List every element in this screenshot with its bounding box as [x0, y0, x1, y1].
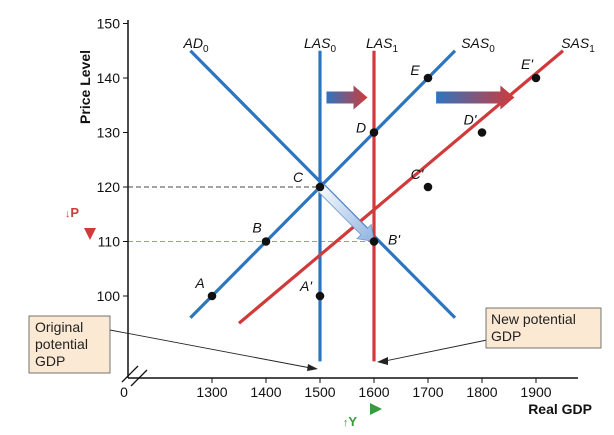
callout-original-potential-gdp: Original potential GDP — [28, 315, 318, 374]
y-tick-label-100: 100 — [97, 288, 121, 304]
equilibrium-shift-arrow — [316, 183, 375, 242]
y-tick-label-130: 130 — [97, 125, 121, 141]
x-tick-label-1900: 1900 — [520, 384, 551, 400]
x-tick-label-1700: 1700 — [412, 384, 443, 400]
point-e-prime — [531, 73, 541, 83]
real-gdp-change-indicator: ↑Y — [322, 403, 382, 429]
curve-label-sas0: SAS0 — [461, 35, 495, 55]
axis-ticks: 1300 1400 1500 1600 1700 1800 1900100110120130… — [97, 16, 552, 401]
shift-arrows — [316, 85, 515, 242]
point-label-b-prime: B' — [388, 232, 401, 248]
point-label-d-prime: D' — [464, 112, 478, 128]
point-b — [261, 237, 271, 246]
callout-original-line-2: potential — [35, 336, 88, 352]
x-tick-label-1500: 1500 — [304, 384, 335, 400]
point-label-c-prime: C' — [411, 166, 425, 182]
point-c — [315, 182, 325, 192]
point-label-e-prime: E' — [521, 56, 534, 72]
point-label-e: E — [410, 62, 420, 78]
y-tick-label-120: 120 — [97, 179, 121, 195]
x-axis-title: Real GDP — [528, 401, 592, 417]
x-tick-label-1400: 1400 — [250, 384, 281, 400]
y-tick-label-150: 150 — [97, 16, 121, 32]
point-a — [207, 291, 217, 301]
x-tick-label-1300: 1300 — [196, 384, 227, 400]
y-tick-label-140: 140 — [97, 70, 121, 86]
output-change-symbol: ↑ — [343, 417, 349, 429]
x-axis-break-icon — [121, 365, 148, 387]
x-origin-label: 0 — [120, 384, 128, 400]
point-d-prime — [477, 128, 487, 137]
callout-original-line-3: GDP — [35, 353, 65, 369]
curve-label-las0: LAS0 — [304, 35, 336, 55]
callout-new-line-2: GDP — [491, 328, 521, 344]
callout-original-line-1: Original — [35, 319, 83, 335]
output-change-label: Y — [348, 414, 357, 429]
curve-label-las1: LAS1 — [366, 35, 398, 55]
curve-label-sas1: SAS1 — [561, 35, 595, 55]
point-label-d: D — [356, 120, 366, 136]
point-d — [369, 128, 379, 137]
point-e — [423, 73, 433, 83]
price-level-change-indicator: ↓P — [65, 184, 96, 240]
x-tick-label-1600: 1600 — [358, 384, 389, 400]
shift-arrow-1 — [326, 85, 368, 110]
point-label-a-prime: A' — [299, 278, 313, 294]
price-change-label: P — [70, 205, 79, 220]
callout-new-potential-gdp: New potential GDP — [377, 307, 602, 365]
svg-text:↑Y: ↑Y — [343, 414, 358, 429]
price-change-symbol: ↓ — [65, 208, 71, 220]
svg-text:↓P: ↓P — [65, 205, 80, 220]
curve-label-ad0: AD0 — [182, 35, 208, 55]
equilibrium-points: A B C D E A' B' C' D' E' — [194, 56, 541, 301]
point-a-prime — [315, 291, 325, 301]
dashed-guides — [128, 186, 374, 242]
x-tick-label-1800: 1800 — [466, 384, 497, 400]
y-tick-label-110: 110 — [98, 234, 121, 250]
point-label-a: A — [194, 275, 204, 291]
point-label-b: B — [252, 220, 261, 236]
point-b-prime — [369, 237, 379, 246]
point-label-c: C — [293, 169, 304, 185]
point-c-prime — [423, 182, 433, 192]
shift-arrow-2 — [436, 85, 515, 110]
y-axis-title: Price Level — [77, 50, 93, 124]
curve-sas1 — [237, 49, 565, 325]
callout-new-line-1: New potential — [491, 311, 576, 327]
